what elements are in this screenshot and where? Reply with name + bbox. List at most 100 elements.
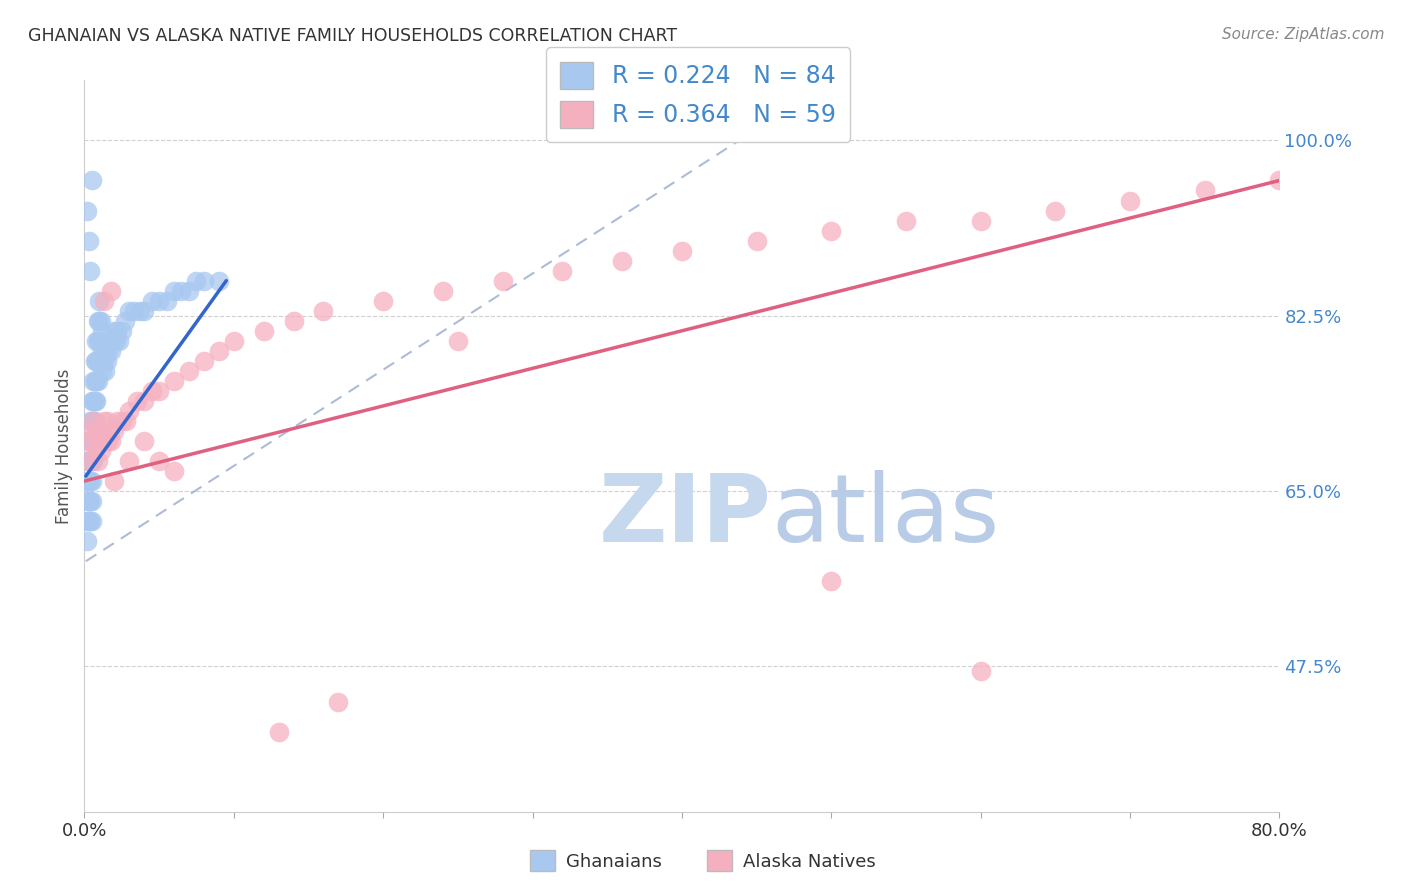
Point bbox=[86, 424, 108, 438]
Point bbox=[79, 434, 101, 448]
Point bbox=[208, 274, 231, 288]
Point bbox=[118, 454, 141, 468]
Point bbox=[186, 274, 208, 288]
Point bbox=[551, 263, 574, 277]
Point bbox=[79, 414, 101, 428]
Point bbox=[86, 354, 108, 368]
Point bbox=[82, 434, 104, 448]
Point bbox=[89, 314, 111, 328]
Point bbox=[193, 354, 215, 368]
Point bbox=[105, 414, 128, 428]
Point bbox=[170, 284, 193, 298]
Point bbox=[745, 234, 768, 248]
Point bbox=[612, 253, 634, 268]
Point bbox=[94, 364, 117, 378]
Point bbox=[148, 454, 170, 468]
Point bbox=[94, 343, 117, 358]
Point bbox=[87, 454, 110, 468]
Point bbox=[96, 414, 118, 428]
Point bbox=[193, 274, 215, 288]
Y-axis label: Family Households: Family Households bbox=[55, 368, 73, 524]
Point bbox=[1194, 184, 1216, 198]
Point bbox=[101, 334, 124, 348]
Point bbox=[93, 414, 115, 428]
Point bbox=[77, 454, 100, 468]
Point bbox=[79, 514, 101, 528]
Point bbox=[76, 474, 98, 488]
Point bbox=[177, 364, 200, 378]
Point bbox=[141, 384, 163, 398]
Point bbox=[105, 324, 128, 338]
Point bbox=[312, 303, 335, 318]
Point bbox=[80, 474, 103, 488]
Point bbox=[80, 414, 103, 428]
Point bbox=[128, 303, 150, 318]
Point bbox=[97, 434, 120, 448]
Point bbox=[83, 444, 105, 458]
Point bbox=[82, 454, 104, 468]
Point bbox=[970, 213, 993, 227]
Point bbox=[80, 424, 103, 438]
Point bbox=[98, 424, 121, 438]
Point bbox=[970, 665, 993, 679]
Point bbox=[141, 293, 163, 308]
Point bbox=[132, 393, 156, 408]
Point bbox=[328, 694, 350, 708]
Point bbox=[222, 334, 245, 348]
Point bbox=[79, 494, 101, 508]
Point bbox=[163, 284, 186, 298]
Point bbox=[97, 343, 120, 358]
Point bbox=[80, 434, 103, 448]
Point bbox=[76, 454, 98, 468]
Point bbox=[91, 324, 114, 338]
Point bbox=[90, 334, 112, 348]
Point bbox=[82, 374, 104, 388]
Text: atlas: atlas bbox=[772, 470, 1000, 562]
Point bbox=[107, 334, 129, 348]
Point bbox=[100, 284, 122, 298]
Point bbox=[111, 414, 134, 428]
Point bbox=[76, 534, 98, 549]
Point bbox=[253, 324, 276, 338]
Point bbox=[93, 293, 115, 308]
Point bbox=[91, 343, 114, 358]
Point bbox=[80, 494, 103, 508]
Point bbox=[283, 314, 305, 328]
Point bbox=[118, 404, 141, 418]
Point bbox=[87, 354, 110, 368]
Point bbox=[104, 334, 127, 348]
Point bbox=[86, 334, 108, 348]
Point bbox=[83, 354, 105, 368]
Point bbox=[103, 424, 125, 438]
Point bbox=[492, 274, 515, 288]
Point bbox=[89, 293, 111, 308]
Legend: Ghanaians, Alaska Natives: Ghanaians, Alaska Natives bbox=[523, 843, 883, 879]
Text: GHANAIAN VS ALASKA NATIVE FAMILY HOUSEHOLDS CORRELATION CHART: GHANAIAN VS ALASKA NATIVE FAMILY HOUSEHO… bbox=[28, 27, 678, 45]
Point bbox=[77, 434, 100, 448]
Point bbox=[76, 203, 98, 218]
Point bbox=[76, 494, 98, 508]
Text: Source: ZipAtlas.com: Source: ZipAtlas.com bbox=[1222, 27, 1385, 42]
Point bbox=[114, 314, 136, 328]
Point bbox=[96, 354, 118, 368]
Point bbox=[177, 284, 200, 298]
Point bbox=[155, 293, 177, 308]
Point bbox=[1045, 203, 1067, 218]
Point bbox=[79, 454, 101, 468]
Point bbox=[373, 293, 395, 308]
Point bbox=[100, 434, 122, 448]
Point bbox=[100, 343, 122, 358]
Text: ZIP: ZIP bbox=[599, 470, 772, 562]
Point bbox=[103, 474, 125, 488]
Point bbox=[87, 374, 110, 388]
Point bbox=[148, 384, 170, 398]
Point bbox=[111, 324, 134, 338]
Point bbox=[163, 374, 186, 388]
Point bbox=[125, 393, 148, 408]
Point bbox=[118, 303, 141, 318]
Point bbox=[79, 474, 101, 488]
Point bbox=[83, 414, 105, 428]
Point bbox=[79, 434, 101, 448]
Point bbox=[77, 234, 100, 248]
Point bbox=[1119, 194, 1142, 208]
